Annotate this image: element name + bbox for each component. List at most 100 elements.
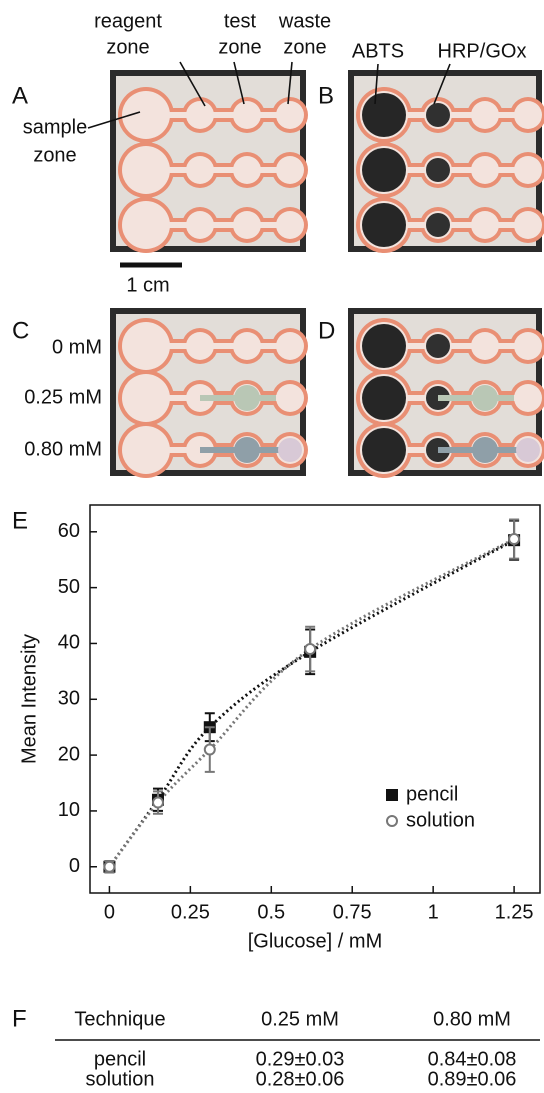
leader-lines <box>374 63 451 105</box>
zone <box>122 426 170 474</box>
zone <box>276 101 304 129</box>
table-cell: solution <box>86 1068 155 1090</box>
enzyme-spot <box>426 213 450 237</box>
x-axis-label: [Glucose] / mM <box>248 930 382 952</box>
table-cell: 0.89±0.06 <box>428 1068 517 1090</box>
zone <box>186 101 214 129</box>
abts-spot <box>362 376 406 420</box>
zone <box>122 374 170 422</box>
zone <box>233 332 261 360</box>
x-tick-label: 0 <box>104 901 115 923</box>
x-tick-label: 1.25 <box>495 901 534 923</box>
table-header: 0.25 mM <box>261 1008 339 1030</box>
zone <box>122 322 170 370</box>
panel-label: E <box>12 507 28 534</box>
zone <box>186 211 214 239</box>
abts-spot <box>362 203 406 247</box>
y-tick-label: 20 <box>58 743 80 765</box>
annotation: waste <box>278 10 331 32</box>
panel-label: A <box>12 82 28 109</box>
abts-spot <box>362 93 406 137</box>
annotation: sample <box>23 116 87 138</box>
annotation: test <box>224 10 257 32</box>
table-cell: 0.28±0.06 <box>256 1068 345 1090</box>
channel <box>146 112 290 118</box>
y-tick-label: 10 <box>58 799 80 821</box>
x-tick-label: 0.5 <box>257 901 285 923</box>
waste-zone-color <box>278 438 302 462</box>
zone <box>276 332 304 360</box>
zone <box>186 332 214 360</box>
device-photos <box>110 70 544 478</box>
point <box>304 643 317 656</box>
zone <box>471 332 499 360</box>
legend-marker <box>386 815 398 827</box>
enzyme-spot <box>426 158 450 182</box>
zone <box>276 156 304 184</box>
panel-label: B <box>318 82 334 109</box>
y-tick-label: 0 <box>69 855 80 877</box>
annotation: ABTS <box>352 40 404 62</box>
enzyme-spot <box>426 103 450 127</box>
point <box>508 533 521 546</box>
zone <box>471 156 499 184</box>
zone <box>514 101 542 129</box>
annotation: zone <box>283 36 326 58</box>
zone <box>122 91 170 139</box>
panel-label: F <box>12 1005 27 1032</box>
y-tick-label: 60 <box>58 520 80 542</box>
zone <box>122 201 170 249</box>
fit-line <box>108 537 515 868</box>
zone <box>276 384 304 412</box>
zone <box>514 211 542 239</box>
y-axis-label: Mean Intensity <box>18 634 40 764</box>
fit-line <box>108 538 515 868</box>
channel <box>146 222 290 228</box>
abts-spot <box>362 148 406 192</box>
channel <box>146 167 290 173</box>
enzyme-spot <box>426 334 450 358</box>
y-tick-label: 40 <box>58 632 80 654</box>
zone <box>233 156 261 184</box>
point <box>103 860 116 873</box>
legend-label: pencil <box>406 783 458 805</box>
test-zone-color <box>234 437 260 463</box>
y-tick-label: 30 <box>58 688 80 710</box>
table-header: Technique <box>74 1008 165 1030</box>
chart: 0 0.25 0.5 0.75 1 1.25 0 10 20 30 40 50 60 [Glucose] … <box>18 504 541 952</box>
test-zone-color <box>472 385 498 411</box>
leader-lines <box>87 61 293 129</box>
channel <box>384 222 528 228</box>
zone <box>514 156 542 184</box>
plot-frame <box>89 504 541 894</box>
test-zone-color <box>234 385 260 411</box>
annotation: 0.80 mM <box>24 438 102 460</box>
channel <box>384 343 528 349</box>
x-tick-label: 0.25 <box>171 901 210 923</box>
zone <box>233 101 261 129</box>
waste-zone-color <box>516 438 540 462</box>
channel <box>384 112 528 118</box>
scale-bar-label: 1 cm <box>126 274 169 296</box>
annotation: 0 mM <box>52 336 102 358</box>
point <box>203 743 216 756</box>
x-tick-label: 1 <box>428 901 439 923</box>
table-cell: 0.29±0.03 <box>256 1048 345 1070</box>
zone <box>514 332 542 360</box>
point <box>151 796 164 809</box>
abts-spot <box>362 428 406 472</box>
legend-label: solution <box>406 809 475 831</box>
abts-spot <box>362 324 406 368</box>
table-cell: pencil <box>94 1048 146 1070</box>
annotation: HRP/GOx <box>438 40 527 62</box>
zone <box>471 211 499 239</box>
channel <box>146 343 290 349</box>
y-tick-label: 50 <box>58 576 80 598</box>
zone <box>186 156 214 184</box>
zone <box>233 211 261 239</box>
table-cell: 0.84±0.08 <box>428 1048 517 1070</box>
zone <box>276 211 304 239</box>
table-header: 0.80 mM <box>433 1008 511 1030</box>
